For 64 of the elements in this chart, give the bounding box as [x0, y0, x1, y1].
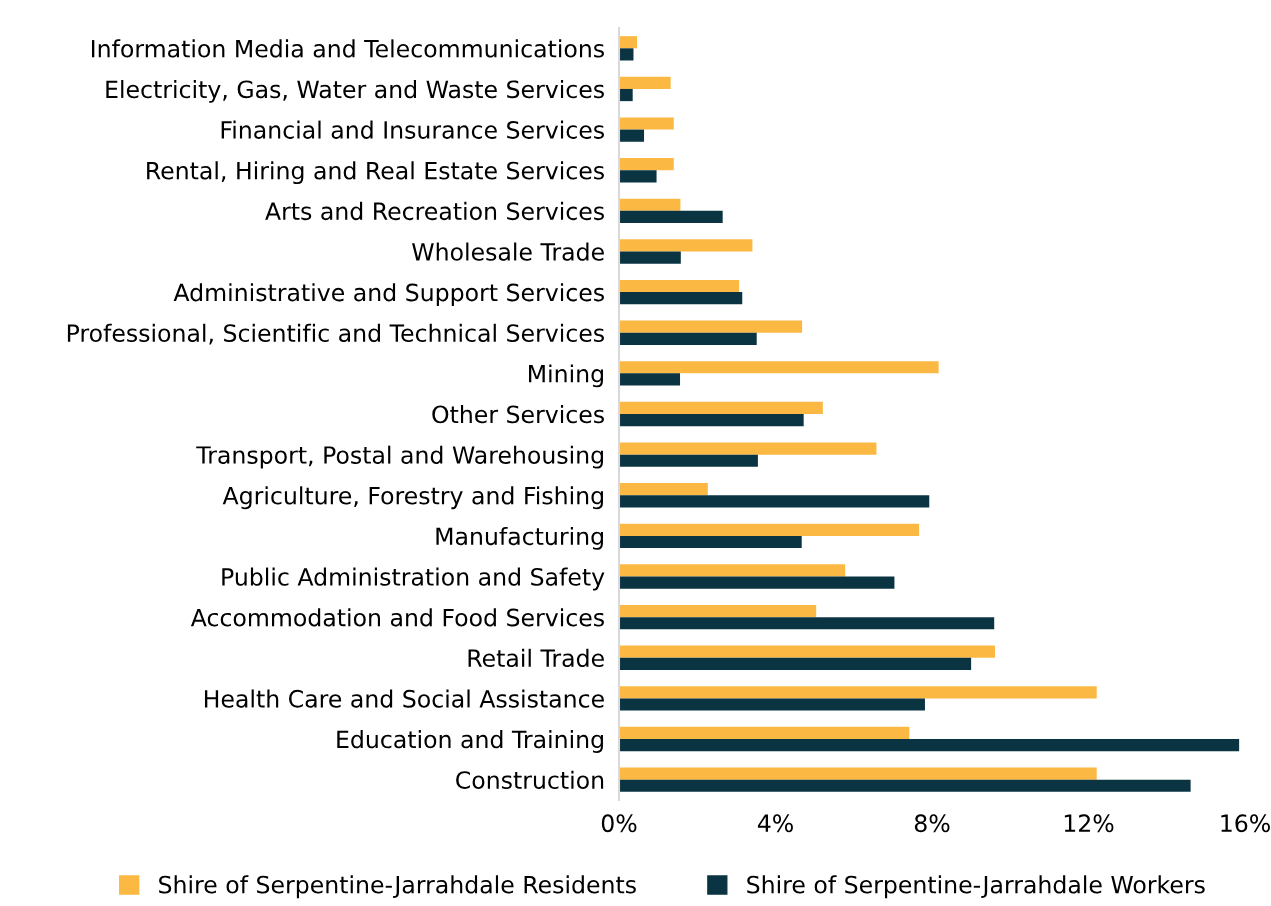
bar — [619, 210, 723, 224]
bar — [619, 373, 681, 386]
x-tick-label: 8% — [914, 814, 950, 833]
y-tick-label: Administrative and Support Services — [173, 283, 604, 306]
bar — [619, 414, 804, 427]
x-tick-label: 16% — [1221, 814, 1270, 833]
bar — [619, 535, 802, 549]
y-tick-label: Information Media and Telecommunications — [91, 39, 604, 58]
bar — [619, 523, 920, 536]
bar — [619, 576, 895, 589]
bar — [619, 292, 743, 305]
y-tick-label: Financial and Insurance Services — [221, 120, 604, 139]
bar — [619, 726, 910, 740]
y-tick-label: Health Care and Social Assistance — [204, 689, 604, 708]
bar — [619, 170, 657, 183]
bar — [619, 483, 708, 496]
bar — [619, 604, 817, 618]
bar — [619, 158, 674, 171]
bar — [619, 495, 930, 508]
bar — [619, 564, 846, 577]
y-tick-label: Agriculture, Forestry and Fishing — [222, 486, 603, 510]
bar — [619, 739, 1240, 752]
bar — [619, 239, 753, 252]
x-tick-label: 0% — [601, 814, 637, 833]
bar — [619, 320, 803, 333]
x-tick-label: 12% — [1064, 814, 1114, 833]
y-tick-label: Education and Training — [337, 730, 603, 753]
bar — [619, 645, 995, 658]
y-tick-label: Professional, Scientific and Technical Services — [67, 323, 604, 345]
y-tick-label: Public Administration and Safety — [222, 567, 605, 591]
y-tick-label: Mining — [529, 364, 603, 388]
bar — [619, 617, 995, 630]
y-tick-label: Other Services — [432, 405, 604, 424]
y-tick-label: Rental, Hiring and Real Estate Services — [147, 161, 604, 185]
bar — [619, 442, 877, 455]
bar — [619, 779, 1191, 792]
y-tick-label: Accommodation and Food Services — [190, 608, 604, 627]
y-tick-label: Arts and Recreation Services — [265, 201, 604, 221]
bar — [619, 279, 740, 293]
bar — [619, 454, 758, 467]
bar — [619, 767, 1097, 780]
y-tick-label: Transport, Postal and Warehousing — [196, 445, 603, 469]
bar — [619, 251, 681, 264]
bar — [619, 332, 757, 345]
bar — [619, 657, 972, 670]
legend-label: Shire of Serpentine-Jarrahdale Residents — [159, 875, 636, 899]
bar — [619, 686, 1097, 699]
y-tick-label: Construction — [456, 770, 604, 789]
bar — [619, 88, 633, 102]
y-tick-label: Electricity, Gas, Water and Waste Services — [106, 79, 604, 103]
legend-label: Shire of Serpentine-Jarrahdale Workers — [747, 875, 1205, 899]
bar — [619, 36, 637, 49]
y-tick-label: Wholesale Trade — [412, 242, 604, 261]
x-tick-label: 4% — [757, 814, 793, 833]
bar — [619, 48, 634, 61]
y-tick-label: Manufacturing — [436, 526, 603, 550]
bar — [619, 698, 925, 711]
bar — [619, 361, 939, 374]
bar — [619, 117, 674, 130]
bar — [619, 401, 823, 414]
bar — [619, 129, 645, 142]
y-tick-label: Retail Trade — [468, 648, 604, 668]
bar — [619, 198, 681, 211]
bar — [619, 76, 671, 89]
